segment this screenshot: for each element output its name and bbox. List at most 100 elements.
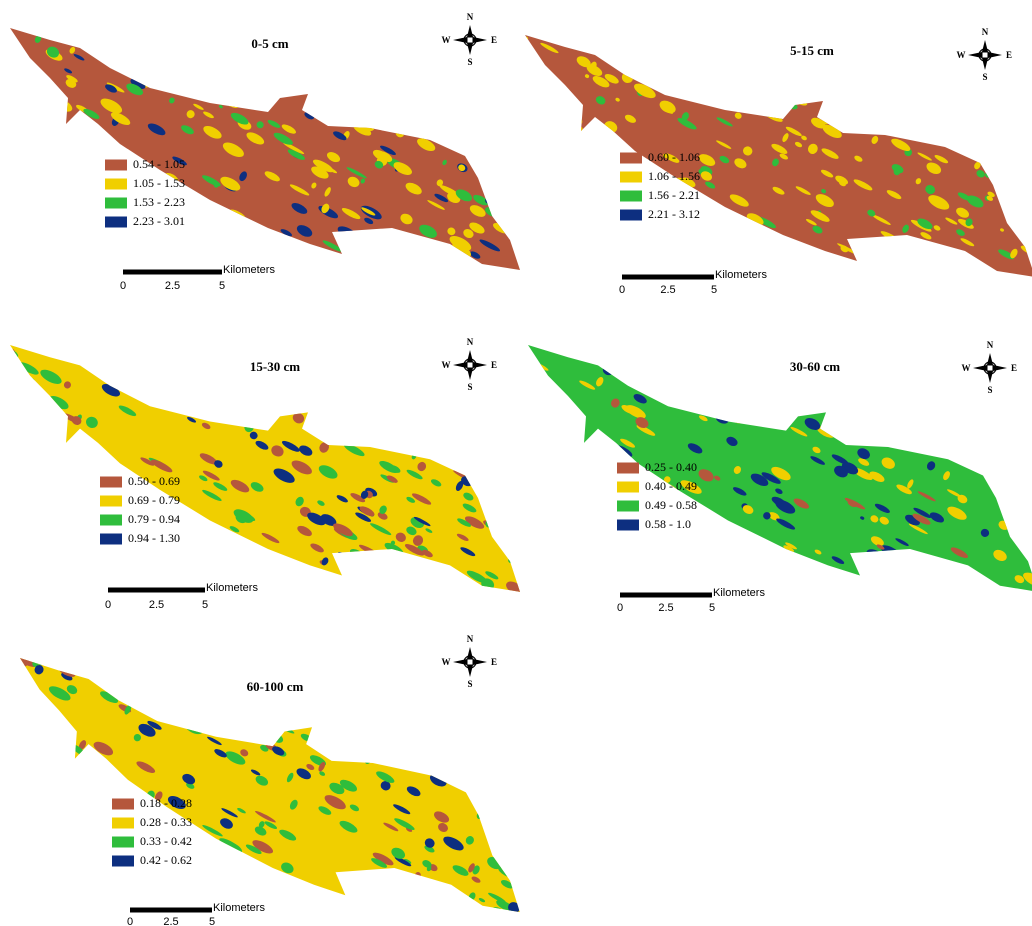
map-patch [973, 100, 986, 109]
map-patch [613, 557, 631, 568]
map-patch [218, 104, 223, 109]
scale-unit: Kilometers [715, 269, 767, 281]
map-patch [406, 827, 413, 832]
map-patch [679, 231, 685, 237]
map-patch [716, 117, 733, 127]
map-patch [21, 235, 28, 241]
compass-w: W [442, 657, 451, 667]
map-patch [25, 163, 44, 177]
map-patch [745, 69, 755, 76]
map-patch [360, 676, 382, 690]
map-patch [604, 73, 619, 84]
map-patch [138, 723, 156, 737]
map-patch [875, 103, 887, 113]
map-patch [551, 263, 567, 275]
map-patch [1003, 414, 1014, 424]
scale-bar [123, 269, 222, 275]
map-patch [350, 493, 366, 503]
map-patch [812, 446, 821, 454]
map-patch [364, 743, 382, 754]
map-patch [735, 233, 749, 242]
scale-tick: 5 [202, 599, 208, 611]
map-patch [610, 562, 623, 571]
map-patch [934, 154, 949, 164]
map-patch [436, 179, 444, 187]
map-patch [851, 119, 864, 129]
map-patch [451, 448, 459, 455]
map-patch [18, 65, 36, 78]
map-patch [426, 358, 433, 367]
map-patch [82, 37, 96, 46]
map-patch [960, 238, 975, 247]
map-patch [254, 826, 267, 836]
map-patch [392, 658, 403, 668]
map-patch [514, 669, 520, 675]
map-patch [353, 383, 373, 396]
map-patch [1010, 248, 1018, 259]
map-patch [626, 47, 641, 58]
map-patch [942, 383, 963, 396]
legend-swatch [100, 533, 122, 545]
map-patch [20, 747, 35, 761]
map-patch [346, 167, 367, 179]
map-patch [35, 887, 43, 897]
map-patch [783, 393, 803, 406]
map-patch [576, 56, 591, 68]
map-patch [10, 207, 16, 215]
map-patch [366, 670, 377, 679]
map-patch [452, 865, 469, 876]
map-patch [1025, 536, 1032, 546]
map-patch [69, 759, 90, 773]
map-patch [234, 862, 253, 875]
map-area [10, 28, 520, 270]
map-patch [54, 422, 61, 429]
map-patch [41, 427, 52, 438]
map-patch [250, 482, 264, 492]
map-patch [429, 894, 451, 909]
map-patch [463, 229, 474, 239]
map-patch [944, 374, 957, 383]
map-patch [966, 346, 981, 357]
map-patch [406, 526, 417, 536]
map-patch [691, 241, 705, 251]
map-patch [86, 416, 98, 428]
map-patch [549, 591, 568, 604]
map-patch [71, 36, 77, 46]
map-patch [512, 814, 520, 823]
map-patch [625, 405, 646, 419]
map-patch [396, 68, 416, 81]
map-patch [141, 368, 159, 380]
map-patch [404, 543, 425, 556]
map-patch [457, 518, 471, 527]
map-patch [775, 488, 783, 495]
map-patch [100, 691, 119, 703]
map-patch [245, 844, 262, 854]
map-patch [718, 558, 737, 569]
map-patch [394, 263, 412, 270]
map-patch [773, 361, 781, 371]
map-patch [881, 241, 900, 254]
map-patch [611, 398, 620, 408]
map-patch [114, 264, 121, 270]
scale-bar [108, 587, 205, 593]
map-patch [528, 361, 534, 369]
map-patch [805, 94, 812, 103]
map-patch [908, 523, 928, 535]
map-patch [397, 260, 410, 269]
map-patch [372, 149, 389, 161]
map-patch [950, 345, 958, 356]
map-patch [360, 434, 367, 440]
map-patch [436, 681, 456, 694]
map-patch [442, 159, 447, 166]
map-patch [107, 905, 125, 913]
map-patch [128, 237, 147, 248]
map-patch [969, 41, 982, 53]
map-patch [52, 519, 66, 528]
map-patch [644, 254, 654, 264]
map-patch [320, 429, 327, 439]
map-patch [395, 532, 406, 542]
map-patch [508, 127, 520, 140]
map-patch [614, 236, 623, 246]
legend-label: 0.94 - 1.30 [128, 531, 180, 545]
legend-swatch [112, 836, 134, 848]
